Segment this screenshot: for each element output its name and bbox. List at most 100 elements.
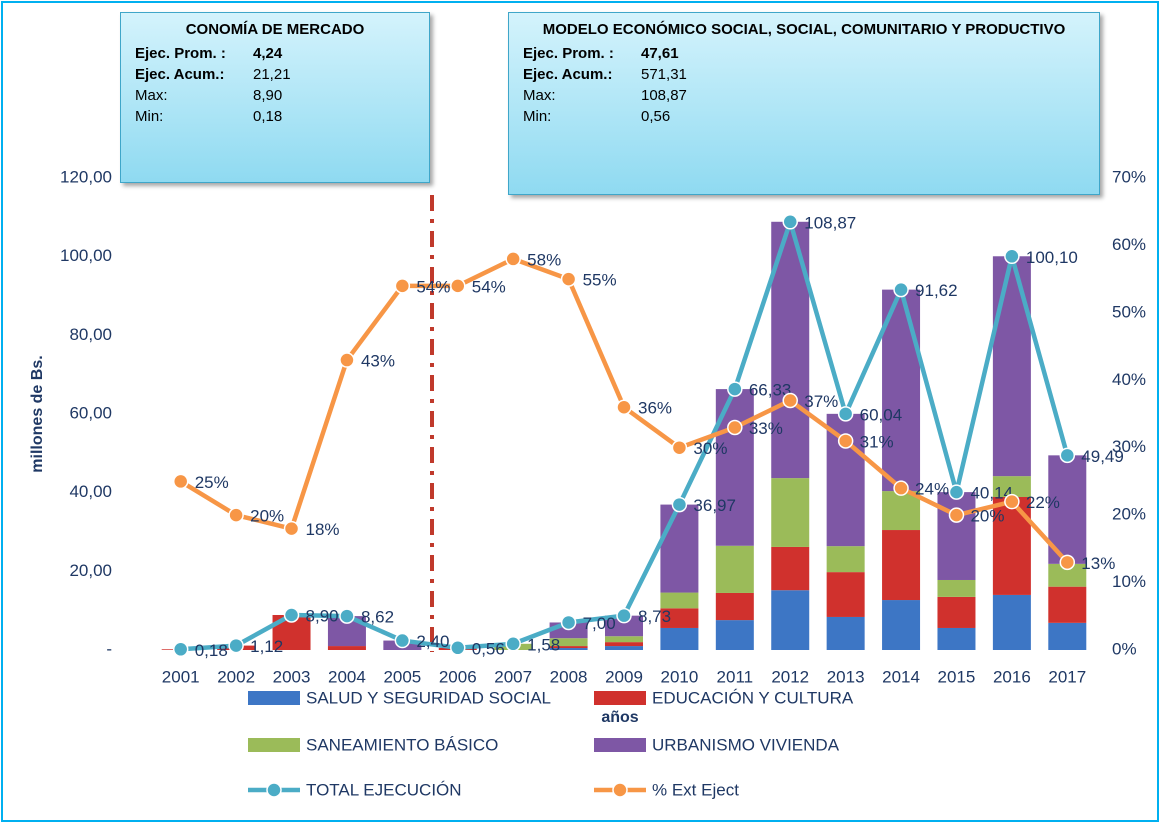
line-marker: [560, 614, 577, 631]
data-label: 22%: [1026, 493, 1060, 512]
bar-segment: [605, 646, 643, 650]
annotation-key: Max:: [135, 87, 168, 104]
data-label: 7,00: [583, 614, 616, 633]
annotation-value: 0,18: [253, 108, 283, 125]
annotation-box: MODELO ECONÓMICO SOCIAL, SOCIAL, COMUNIT…: [508, 12, 1100, 195]
x-tick-label: 2007: [494, 667, 532, 686]
bar-segment: [882, 491, 921, 531]
line-marker: [228, 507, 244, 523]
line-marker: [727, 419, 743, 436]
line-marker: [450, 278, 466, 294]
line-marker: [948, 484, 965, 500]
annotation-title: MODELO ECONÓMICO SOCIAL, SOCIAL, COMUNIT…: [542, 21, 1066, 38]
annotation-value: 8,90: [253, 87, 283, 104]
line-marker: [837, 406, 854, 422]
data-label: 2,40: [416, 632, 449, 651]
data-label: 91,62: [915, 281, 958, 300]
x-tick-label: 2011: [717, 667, 754, 686]
data-label: 36,97: [693, 496, 736, 515]
bar-segment: [826, 616, 865, 650]
annotation-row: Ejec. Acum.: 571,31: [523, 64, 1085, 85]
bar-segment: [715, 545, 754, 593]
y-axis-label: millones de Bs.: [29, 355, 46, 472]
annotation-row: Min: 0,18: [135, 106, 415, 127]
bar-segment: [660, 504, 699, 593]
x-tick-label: 2012: [771, 667, 809, 686]
line-marker: [1004, 493, 1020, 510]
bar-segment: [715, 620, 754, 650]
data-label: 43%: [361, 352, 395, 371]
legend-swatch: [612, 782, 628, 798]
bar-segment: [660, 627, 699, 650]
annotation-row: Ejec. Prom. : 47,61: [523, 43, 1085, 64]
data-label: 8,73: [638, 607, 671, 626]
annotation-key: Max:: [523, 87, 556, 104]
line-marker: [671, 496, 688, 513]
line-marker: [505, 251, 521, 267]
bar-segment: [771, 478, 810, 547]
annotation-value: 0,56: [641, 108, 671, 125]
data-label: 20%: [250, 507, 284, 526]
x-tick-label: 2016: [993, 667, 1031, 686]
data-label: 24%: [915, 480, 949, 499]
bar-segment: [937, 492, 976, 580]
legend-swatch: [594, 738, 646, 752]
data-label: 108,87: [804, 213, 856, 232]
line-marker: [172, 641, 189, 658]
annotation-key: Ejec. Prom. :: [135, 45, 226, 62]
legend-label: % Ext Eject: [652, 780, 739, 799]
data-label: 60,04: [860, 405, 903, 424]
x-tick-label: 2003: [273, 667, 311, 686]
line-marker: [450, 640, 466, 656]
bar-segment: [660, 592, 699, 609]
data-label: 66,33: [749, 381, 792, 400]
bar-segment: [1048, 563, 1087, 587]
annotation-value: 4,24: [253, 45, 283, 62]
bar-segment: [937, 627, 976, 650]
data-label: 33%: [749, 419, 783, 438]
x-tick-label: 2006: [439, 667, 477, 686]
x-tick-label: 2005: [383, 667, 421, 686]
x-tick-label: 2001: [162, 667, 200, 686]
line-marker: [727, 381, 743, 397]
x-tick-label: 2014: [882, 667, 920, 686]
line-marker: [394, 632, 411, 649]
data-label: 31%: [860, 432, 894, 451]
legend-swatch: [266, 782, 282, 798]
annotation-box: CONOMÍA DE MERCADO Ejec. Prom. :4,24 Ejec.…: [120, 12, 430, 183]
y-tick-label: -: [106, 639, 112, 658]
y2-tick-label: 40%: [1112, 370, 1146, 389]
y2-tick-label: 30%: [1112, 437, 1146, 456]
annotation-row: Min: 0,56: [523, 106, 1085, 127]
bar-segment: [605, 615, 643, 637]
data-label: 1,12: [250, 637, 283, 656]
line-marker: [394, 278, 411, 294]
data-label: 40,14: [970, 484, 1013, 503]
annotation-row: Max: 8,90: [135, 85, 415, 106]
data-label: 13%: [1081, 554, 1115, 573]
line-marker: [837, 433, 854, 449]
line-marker: [1004, 248, 1020, 265]
x-tick-label: 2015: [938, 667, 976, 686]
legend-label: SALUD Y SEGURIDAD SOCIAL: [306, 688, 551, 707]
bar-segment: [826, 546, 865, 573]
data-label: 0,18: [195, 641, 228, 660]
annotation-row: Ejec. Acum.: 21,21: [135, 64, 415, 85]
line-marker: [671, 439, 688, 456]
data-label: 55%: [583, 271, 617, 290]
line-marker: [339, 608, 355, 624]
data-label: 0,56: [472, 639, 505, 658]
bar-segment: [826, 572, 865, 617]
line-marker: [616, 607, 632, 624]
line-marker: [283, 607, 300, 623]
data-label: 54%: [416, 277, 450, 296]
y2-tick-label: 70%: [1112, 167, 1146, 186]
data-label: 49,49: [1081, 447, 1124, 466]
data-label: 8,62: [361, 608, 394, 627]
bar-segment: [882, 530, 921, 601]
bar-segment: [549, 648, 588, 650]
line-marker: [782, 392, 798, 409]
data-label: 58%: [527, 250, 561, 269]
